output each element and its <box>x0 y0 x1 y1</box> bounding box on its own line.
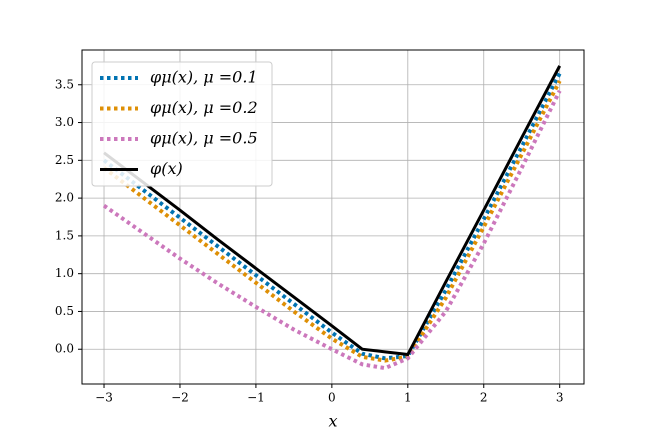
y-tick-label: 2.0 <box>55 191 74 205</box>
line-series <box>103 65 562 357</box>
x-tick-label: 3 <box>556 391 564 405</box>
y-tick-label: 1.0 <box>55 266 74 280</box>
y-tick-label: 1.5 <box>55 228 74 242</box>
line-series <box>102 72 562 361</box>
legend-label: φμ(x), μ =0.5 <box>150 129 258 148</box>
legend-label: φ(x) <box>150 159 183 178</box>
x-tick-label: −1 <box>247 391 265 405</box>
x-axis-label: x <box>328 412 337 431</box>
x-tick-label: −3 <box>95 391 113 405</box>
y-tick-label: 3.5 <box>55 77 74 91</box>
x-tick-label: 0 <box>328 391 336 405</box>
y-tick-label: 3.0 <box>55 115 74 129</box>
plot-frame <box>81 49 585 385</box>
legend-label: φμ(x), μ =0.2 <box>150 98 258 117</box>
legend-box <box>91 61 273 187</box>
x-tick-label: −2 <box>171 391 189 405</box>
x-tick-label: 2 <box>480 391 488 405</box>
line-series <box>102 80 562 363</box>
y-tick-label: 2.5 <box>55 153 74 167</box>
legend-label: φμ(x), μ =0.1 <box>150 68 258 87</box>
line-series <box>102 89 562 371</box>
y-tick-label: 0.5 <box>55 304 74 318</box>
y-tick-label: 0.0 <box>55 342 74 356</box>
x-tick-label: 1 <box>404 391 412 405</box>
